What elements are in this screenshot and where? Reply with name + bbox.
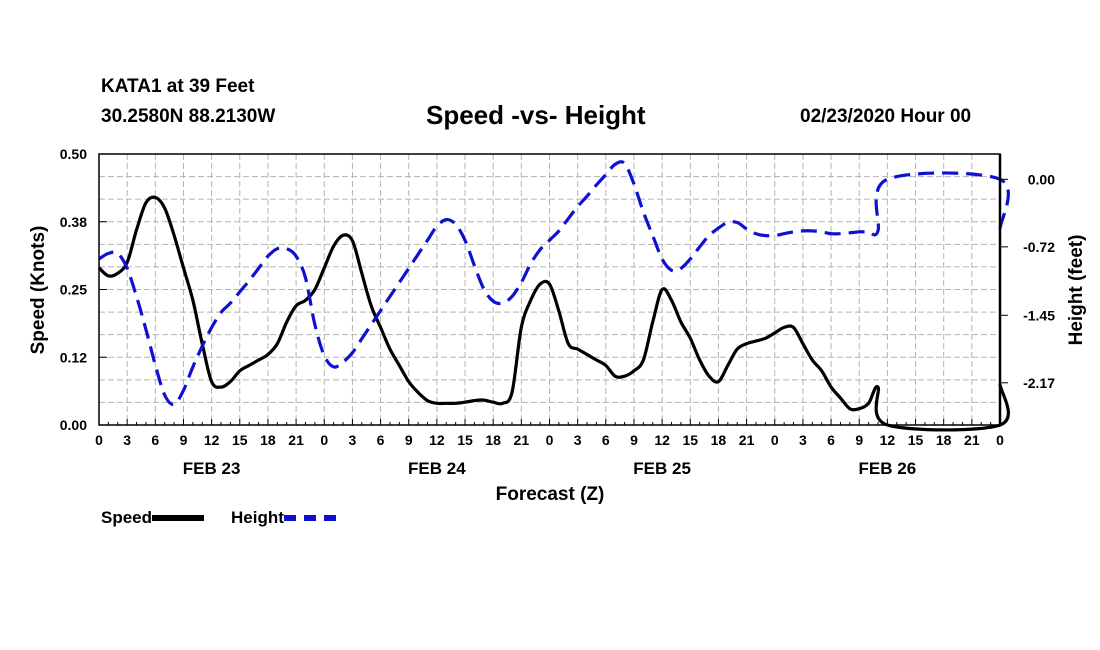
grid-lines: [99, 154, 1000, 425]
x-tick-label: 0: [546, 432, 554, 448]
x-tick-label: 6: [827, 432, 835, 448]
x-tick-label: 21: [514, 432, 530, 448]
y2-tick-label: -2.17: [1023, 375, 1055, 391]
x-tick-label: 3: [349, 432, 357, 448]
x-tick-label: 0: [95, 432, 103, 448]
x-tick-label: 12: [654, 432, 670, 448]
legend-height-label: Height: [231, 508, 284, 527]
x-tick-label: 21: [964, 432, 980, 448]
station-coordinates: 30.2580N 88.2130W: [101, 106, 276, 127]
x-tick-label: 12: [429, 432, 445, 448]
x-tick-label: 18: [260, 432, 276, 448]
y-tick-label: 0.12: [60, 349, 87, 365]
x-tick-label: 3: [574, 432, 582, 448]
x-tick-label: 12: [880, 432, 896, 448]
x-tick-label: 21: [739, 432, 755, 448]
y2-tick-label: 0.00: [1028, 171, 1055, 187]
date-label: FEB 25: [633, 459, 691, 478]
x-tick-label: 15: [457, 432, 473, 448]
y-tick-label: 0.25: [60, 282, 87, 298]
y2-axis-label: Height (feet): [1066, 235, 1087, 346]
x-tick-label: 21: [288, 432, 304, 448]
legend-height: Height: [231, 508, 336, 528]
x-tick-label: 6: [377, 432, 385, 448]
axes: 0 3 6 9 12 15 18 21 0 3 6 9 12 15 18 21 0 3 6 9 12 15 18 21 0 3 6 9…: [60, 146, 1055, 478]
y-tick-label: 0.38: [60, 214, 87, 230]
x-tick-label: 9: [405, 432, 413, 448]
legend-speed-label: Speed: [101, 508, 153, 527]
forecast-run-time: 02/23/2020 Hour 00: [800, 106, 972, 127]
x-tick-label: 6: [602, 432, 610, 448]
height-series-line: [98, 160, 1010, 407]
date-label: FEB 26: [859, 459, 917, 478]
x-tick-label: 18: [711, 432, 727, 448]
x-tick-label: 12: [204, 432, 220, 448]
y-tick-label: 0.00: [60, 417, 87, 433]
x-tick-label: 18: [936, 432, 952, 448]
y2-tick-label: -0.72: [1023, 239, 1055, 255]
x-tick-label: 9: [855, 432, 863, 448]
x-tick-label: 15: [908, 432, 924, 448]
legend-height-swatch: [283, 514, 336, 521]
x-tick-label: 9: [180, 432, 188, 448]
x-tick-label: 0: [320, 432, 328, 448]
x-tick-label: 3: [799, 432, 807, 448]
x-tick-label: 18: [485, 432, 501, 448]
x-tick-label: 15: [232, 432, 248, 448]
x-axis-label: Forecast (Z): [496, 484, 605, 505]
legend-speed: Speed: [101, 508, 205, 528]
date-label: FEB 23: [183, 459, 241, 478]
x-tick-label: 6: [151, 432, 159, 448]
x-tick-label: 0: [996, 432, 1004, 448]
legend-speed-swatch: [152, 514, 205, 521]
y-axis-label: Speed (Knots): [28, 226, 49, 355]
chart-title: Speed -vs- Height: [426, 100, 646, 130]
speed-series-line: [97, 195, 1010, 432]
series-lines: [97, 160, 1010, 432]
station-name: KATA1 at 39 Feet: [101, 76, 255, 97]
x-tick-label: 0: [771, 432, 779, 448]
x-tick-label: 3: [123, 432, 131, 448]
x-tick-label: 9: [630, 432, 638, 448]
y2-tick-label: -1.45: [1023, 307, 1055, 323]
y-tick-label: 0.50: [60, 146, 87, 162]
date-label: FEB 24: [408, 459, 466, 478]
x-tick-label: 15: [682, 432, 698, 448]
